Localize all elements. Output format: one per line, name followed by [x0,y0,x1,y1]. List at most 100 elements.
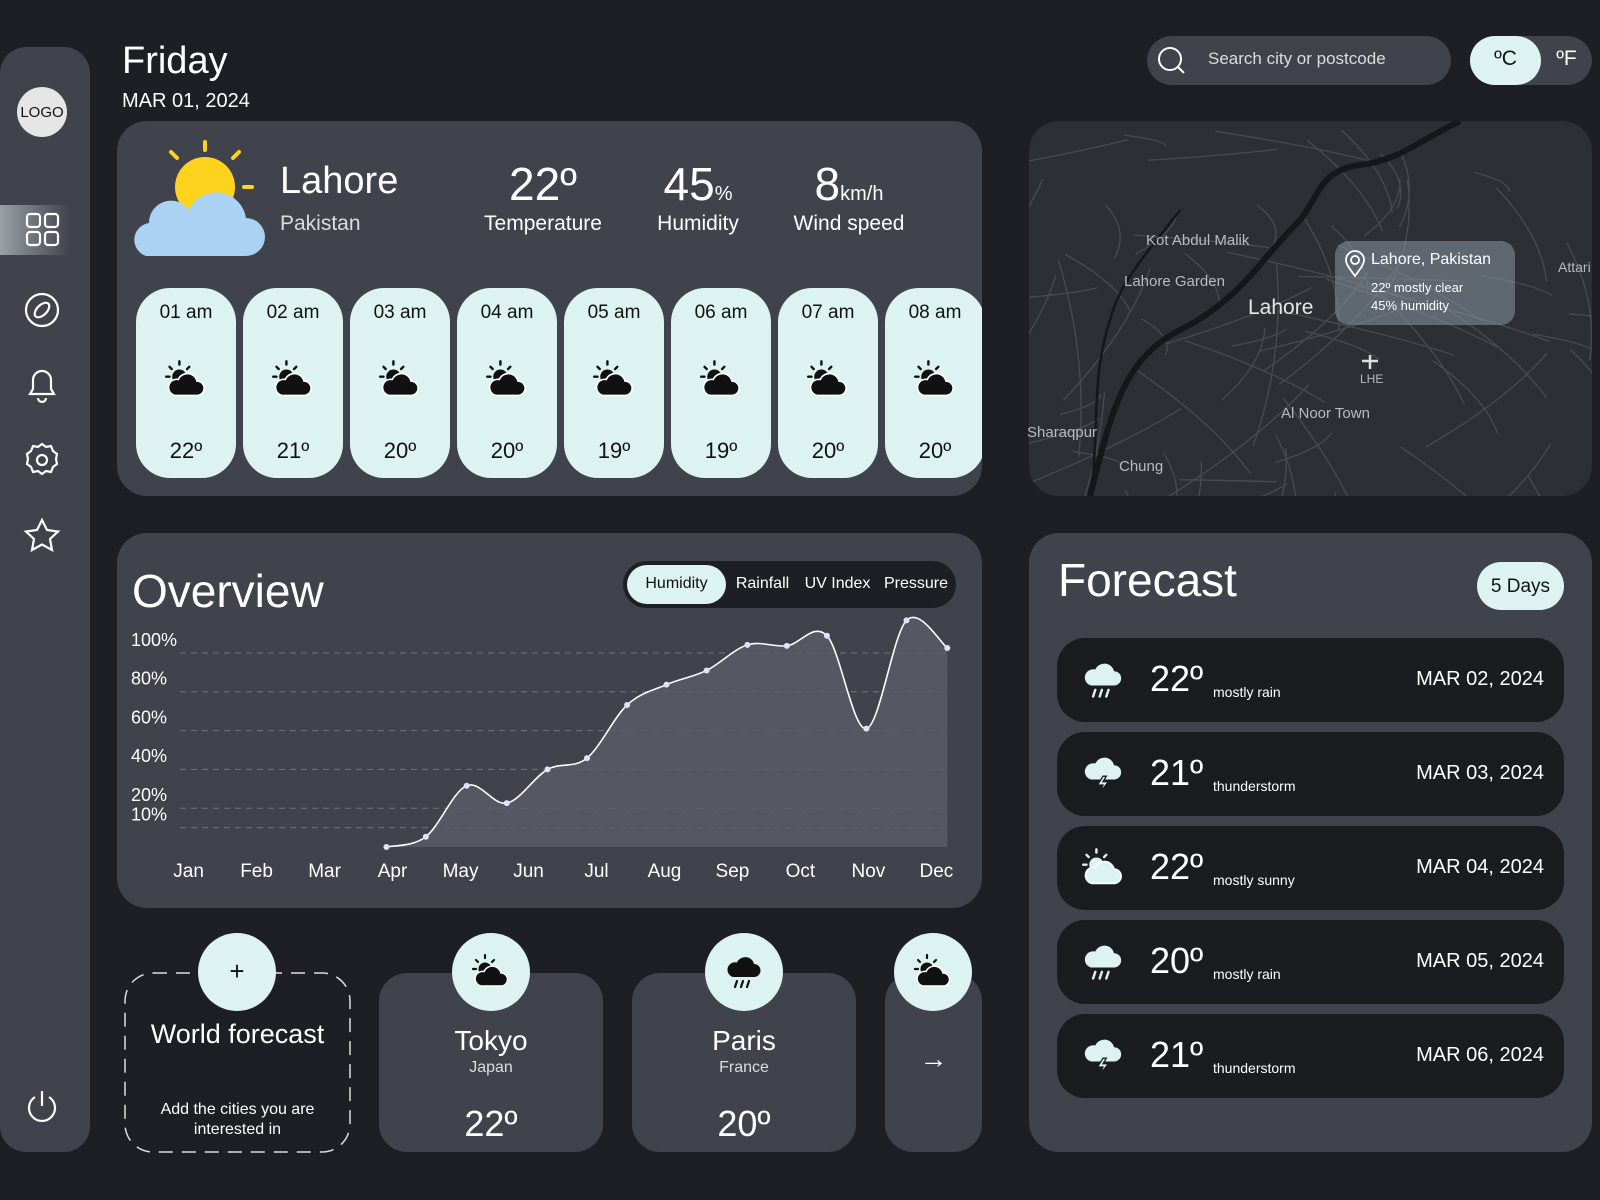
point [624,701,631,708]
y-tick-label: 10% [131,804,167,824]
map-road [1133,234,1270,249]
weather-icon [1081,658,1125,702]
tab[interactable]: Pressure [883,575,949,592]
city-name: Paris [712,1025,776,1056]
nav-explore[interactable] [24,292,60,328]
map-road [1495,187,1548,283]
hour-card[interactable]: 05 am 19º [564,288,664,478]
map-road [1184,339,1326,403]
map-road [1187,483,1288,496]
search-placeholder[interactable]: Search city or postcode [1208,49,1386,68]
weather-icon [271,358,315,402]
map-road [1473,171,1510,193]
point [663,681,670,688]
nav-logout[interactable] [27,1091,57,1122]
hour-card[interactable]: 06 am 19º [671,288,771,478]
hour-card[interactable]: 03 am 20º [350,288,450,478]
tab[interactable]: UV Index [804,575,871,592]
more-arrow[interactable]: → [919,1043,948,1074]
temperature-label: Temperature [484,212,602,235]
x-tick-label: Aug [648,861,682,882]
hour-card[interactable]: 04 am 20º [457,288,557,478]
humidity-unit: % [714,183,733,205]
map-road [1029,178,1044,301]
map-road [1123,134,1167,147]
day: Friday [122,40,228,82]
map-label: Sharaqpur [1027,424,1098,441]
nav-settings[interactable] [25,442,59,476]
more-card[interactable]: → [885,973,982,1152]
logo [17,87,67,137]
map-road [1029,139,1129,178]
forecast-temp: 22º [1150,658,1204,699]
tab[interactable]: Rainfall [735,575,790,592]
forecast-row[interactable]: 21º thunderstorm MAR 06, 2024 [1057,1014,1564,1098]
map-road [1398,149,1410,228]
point [422,833,429,840]
map-road [1275,432,1332,464]
x-tick-label: May [443,861,479,882]
hour-card[interactable]: 02 am 21º [243,288,343,478]
forecast-row[interactable]: 21º thunderstorm MAR 03, 2024 [1057,732,1564,816]
tab-active[interactable] [627,565,726,604]
logo-text: LOGO [20,104,63,121]
city-icon [452,933,530,1011]
weather-icon [378,358,422,402]
y-tick-label: 40% [131,746,167,766]
city: Lahore [280,160,399,202]
forecast-row[interactable]: 22º mostly sunny MAR 04, 2024 [1057,826,1564,910]
x-tick-label: Dec [920,861,954,882]
map-road [1450,443,1552,496]
sidebar [0,47,90,1152]
hour-temp: 19º [704,438,738,463]
hour-time: 04 am [480,302,534,323]
map-road [1166,286,1313,345]
point [944,644,951,651]
city-temp: 20º [717,1103,771,1144]
map-tooltip[interactable] [1335,241,1515,325]
unit-active[interactable] [1470,36,1541,85]
x-tick-label: Feb [240,861,273,882]
nav-active [0,205,70,255]
tab[interactable]: Humidity [645,575,708,592]
hour-temp: 20º [490,438,524,463]
overview-chart: 10%20% 40% 60% 80% 100% Jan Feb Mar Apr May Jun Jul… [131,616,954,882]
city-temp: 22º [464,1103,518,1144]
add-city-button[interactable]: + [198,933,276,1011]
nav-favorites[interactable] [23,517,61,553]
hour-temp: 21º [276,438,310,463]
nav-dashboard[interactable] [25,212,60,247]
humidity-value: 45 [663,158,715,210]
map-road [1275,435,1298,496]
forecast-row[interactable]: 20º mostly rain MAR 05, 2024 [1057,920,1564,1004]
map-road [1148,148,1277,161]
point [503,800,510,807]
search-box[interactable] [1147,36,1451,85]
forecast-row[interactable]: 22º mostly rain MAR 02, 2024 [1057,638,1564,722]
x-tick-label: Jan [173,861,204,882]
map-road [1060,394,1102,415]
unit-f[interactable]: ºF [1556,47,1577,70]
range-label[interactable]: 5 Days [1490,576,1551,597]
weather-icon [164,358,208,402]
unit-c[interactable]: ºC [1494,47,1517,70]
map-road [1050,392,1106,496]
weather-icon [699,358,743,402]
forecast-condition: mostly rain [1213,684,1281,700]
tooltip-line: 45% humidity [1371,298,1450,313]
forecast-title: Forecast [1058,554,1237,606]
x-tick-label: Oct [786,861,816,882]
map-label: LHE [1360,372,1384,386]
hour-card[interactable]: 07 am 20º [778,288,878,478]
weather-icon [1081,940,1125,984]
map-road [1282,397,1376,496]
temperature: 22º [509,158,577,210]
map-road [1132,367,1251,474]
wind-unit: km/h [840,183,884,205]
hour-card[interactable]: 01 am 22º [136,288,236,478]
nav-notifications[interactable] [28,369,56,404]
world-add-card[interactable] [124,972,351,1153]
humidity: 45% [628,157,768,211]
hour-card[interactable]: 08 am 20º [885,288,982,478]
range-button[interactable] [1477,562,1564,610]
